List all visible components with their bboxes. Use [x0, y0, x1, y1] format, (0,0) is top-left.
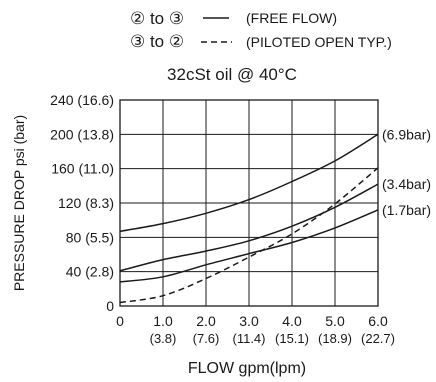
x-tick-sublabel: (7.6)	[193, 331, 220, 346]
series-end-label: (3.4bar)	[382, 176, 431, 192]
y-tick-label: 160 (11.0)	[51, 161, 114, 177]
x-tick-sublabel: (18.9)	[318, 331, 352, 346]
x-tick-label: 0	[116, 313, 124, 329]
legend-dashed-label: ③ to ②	[130, 32, 184, 51]
x-tick-label: 4.0	[282, 313, 302, 329]
series-line-dashed	[119, 167, 379, 304]
y-tick-label: 0	[106, 298, 114, 314]
series-line	[119, 133, 379, 233]
x-tick-label: 5.0	[325, 313, 345, 329]
x-tick-sublabel: (15.1)	[275, 331, 309, 346]
legend: ② to ③ (FREE FLOW) ③ to ② (PILOTED OPEN …	[130, 9, 392, 51]
y-tick-label: 200 (13.8)	[50, 126, 114, 142]
x-tick-sublabel: (3.8)	[150, 331, 177, 346]
x-tick-label: 6.0	[368, 313, 388, 329]
x-tick-label: 2.0	[196, 313, 216, 329]
chart-title: 32cSt oil @ 40°C	[167, 65, 297, 84]
series-end-label: (6.9bar)	[382, 126, 431, 142]
grid	[120, 100, 378, 306]
series-line	[119, 209, 379, 283]
y-tick-label: 120 (8.3)	[58, 195, 114, 211]
y-tick-label: 40 (2.8)	[66, 264, 114, 280]
legend-solid-label: ② to ③	[130, 9, 184, 28]
x-tick-sublabel: (11.4)	[233, 331, 266, 346]
legend-dashed-desc: (PILOTED OPEN TYP.)	[246, 34, 392, 50]
y-axis-label: PRESSURE DROP psi (bar)	[11, 115, 27, 291]
tick-labels: 0 1.0 (3.8) 2.0 (7.6) 3.0 (11.4) 4.0 (15.1) 5.0 (1…	[50, 92, 395, 346]
x-axis-label: FLOW gpm(lpm)	[188, 360, 306, 377]
x-tick-label: 1.0	[153, 313, 173, 329]
legend-solid-desc: (FREE FLOW)	[246, 10, 337, 26]
series-end-label: (1.7bar)	[382, 202, 431, 218]
x-tick-label: 3.0	[239, 313, 259, 329]
series-line	[119, 183, 379, 272]
x-tick-sublabel: (22.7)	[361, 331, 395, 346]
series-lines: (6.9bar) (3.4bar) (1.7bar)	[119, 126, 431, 304]
y-tick-label: 80 (5.5)	[66, 229, 114, 245]
y-tick-label: 240 (16.6)	[50, 92, 114, 108]
plot-frame	[119, 99, 379, 307]
